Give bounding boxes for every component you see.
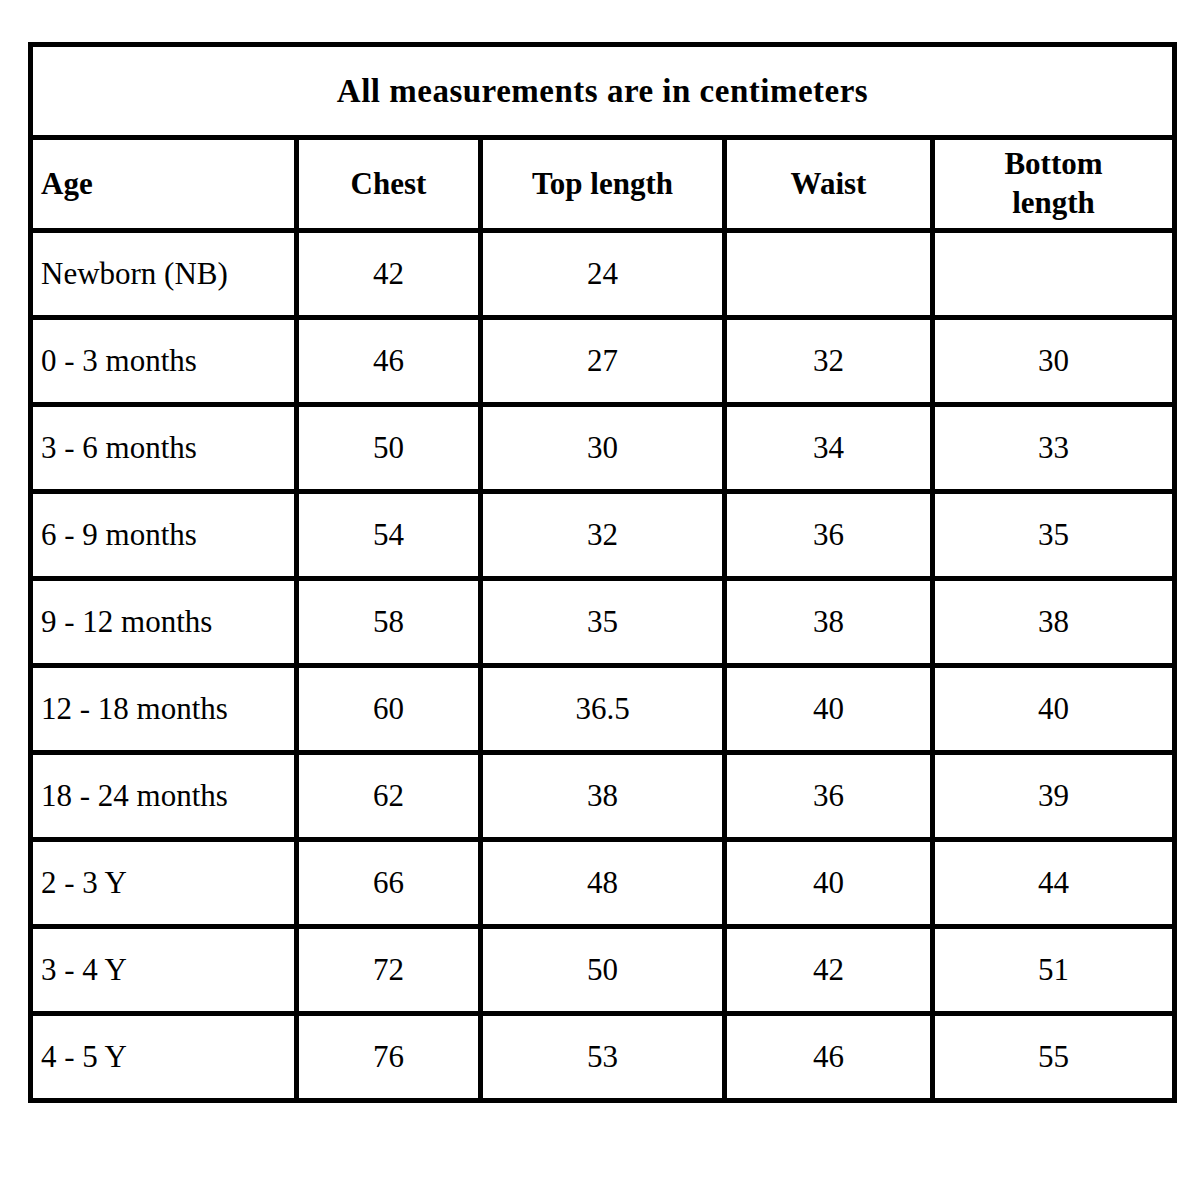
table-row-18-24-months: 18 - 24 months 62 38 36 39 bbox=[31, 753, 1175, 840]
age-cell: 0 - 3 months bbox=[31, 318, 297, 405]
column-header-top-length: Top length bbox=[481, 138, 725, 231]
chest-cell: 58 bbox=[297, 579, 481, 666]
column-header-bottom-length-label: Bottom length bbox=[984, 145, 1124, 223]
top-length-cell: 30 bbox=[481, 405, 725, 492]
size-chart-container: All measurements are in centimeters Age … bbox=[28, 42, 1177, 1103]
size-chart-table: All measurements are in centimeters Age … bbox=[28, 42, 1177, 1103]
bottom-length-cell: 40 bbox=[933, 666, 1175, 753]
bottom-length-cell: 35 bbox=[933, 492, 1175, 579]
age-cell: 4 - 5 Y bbox=[31, 1014, 297, 1101]
top-length-cell: 36.5 bbox=[481, 666, 725, 753]
chest-cell: 76 bbox=[297, 1014, 481, 1101]
table-row-9-12-months: 9 - 12 months 58 35 38 38 bbox=[31, 579, 1175, 666]
column-header-bottom-length: Bottom length bbox=[933, 138, 1175, 231]
waist-cell: 32 bbox=[725, 318, 933, 405]
table-title-row: All measurements are in centimeters bbox=[31, 45, 1175, 138]
chest-cell: 72 bbox=[297, 927, 481, 1014]
waist-cell: 36 bbox=[725, 753, 933, 840]
age-cell: 3 - 4 Y bbox=[31, 927, 297, 1014]
age-cell: 2 - 3 Y bbox=[31, 840, 297, 927]
waist-cell: 34 bbox=[725, 405, 933, 492]
table-row-2-3-y: 2 - 3 Y 66 48 40 44 bbox=[31, 840, 1175, 927]
top-length-cell: 32 bbox=[481, 492, 725, 579]
bottom-length-cell: 55 bbox=[933, 1014, 1175, 1101]
top-length-cell: 50 bbox=[481, 927, 725, 1014]
bottom-length-cell: 51 bbox=[933, 927, 1175, 1014]
top-length-cell: 53 bbox=[481, 1014, 725, 1101]
top-length-cell: 35 bbox=[481, 579, 725, 666]
age-cell: 12 - 18 months bbox=[31, 666, 297, 753]
bottom-length-cell: 30 bbox=[933, 318, 1175, 405]
table-row-3-4-y: 3 - 4 Y 72 50 42 51 bbox=[31, 927, 1175, 1014]
age-cell: 6 - 9 months bbox=[31, 492, 297, 579]
table-row-6-9-months: 6 - 9 months 54 32 36 35 bbox=[31, 492, 1175, 579]
age-cell: 18 - 24 months bbox=[31, 753, 297, 840]
column-header-chest: Chest bbox=[297, 138, 481, 231]
chest-cell: 54 bbox=[297, 492, 481, 579]
column-header-waist: Waist bbox=[725, 138, 933, 231]
age-cell: 3 - 6 months bbox=[31, 405, 297, 492]
top-length-cell: 27 bbox=[481, 318, 725, 405]
waist-cell: 36 bbox=[725, 492, 933, 579]
table-row-3-6-months: 3 - 6 months 50 30 34 33 bbox=[31, 405, 1175, 492]
top-length-cell: 48 bbox=[481, 840, 725, 927]
chest-cell: 62 bbox=[297, 753, 481, 840]
age-cell: Newborn (NB) bbox=[31, 231, 297, 318]
table-row-newborn: Newborn (NB) 42 24 bbox=[31, 231, 1175, 318]
table-title: All measurements are in centimeters bbox=[31, 45, 1175, 138]
table-row-0-3-months: 0 - 3 months 46 27 32 30 bbox=[31, 318, 1175, 405]
column-header-age: Age bbox=[31, 138, 297, 231]
chest-cell: 60 bbox=[297, 666, 481, 753]
table-row-4-5-y: 4 - 5 Y 76 53 46 55 bbox=[31, 1014, 1175, 1101]
table-row-12-18-months: 12 - 18 months 60 36.5 40 40 bbox=[31, 666, 1175, 753]
bottom-length-cell: 33 bbox=[933, 405, 1175, 492]
top-length-cell: 38 bbox=[481, 753, 725, 840]
table-header-row: Age Chest Top length Waist Bottom length bbox=[31, 138, 1175, 231]
waist-cell: 40 bbox=[725, 840, 933, 927]
waist-cell bbox=[725, 231, 933, 318]
chest-cell: 50 bbox=[297, 405, 481, 492]
waist-cell: 42 bbox=[725, 927, 933, 1014]
top-length-cell: 24 bbox=[481, 231, 725, 318]
chest-cell: 66 bbox=[297, 840, 481, 927]
bottom-length-cell: 38 bbox=[933, 579, 1175, 666]
age-cell: 9 - 12 months bbox=[31, 579, 297, 666]
waist-cell: 40 bbox=[725, 666, 933, 753]
bottom-length-cell: 39 bbox=[933, 753, 1175, 840]
bottom-length-cell bbox=[933, 231, 1175, 318]
waist-cell: 46 bbox=[725, 1014, 933, 1101]
chest-cell: 42 bbox=[297, 231, 481, 318]
waist-cell: 38 bbox=[725, 579, 933, 666]
chest-cell: 46 bbox=[297, 318, 481, 405]
bottom-length-cell: 44 bbox=[933, 840, 1175, 927]
